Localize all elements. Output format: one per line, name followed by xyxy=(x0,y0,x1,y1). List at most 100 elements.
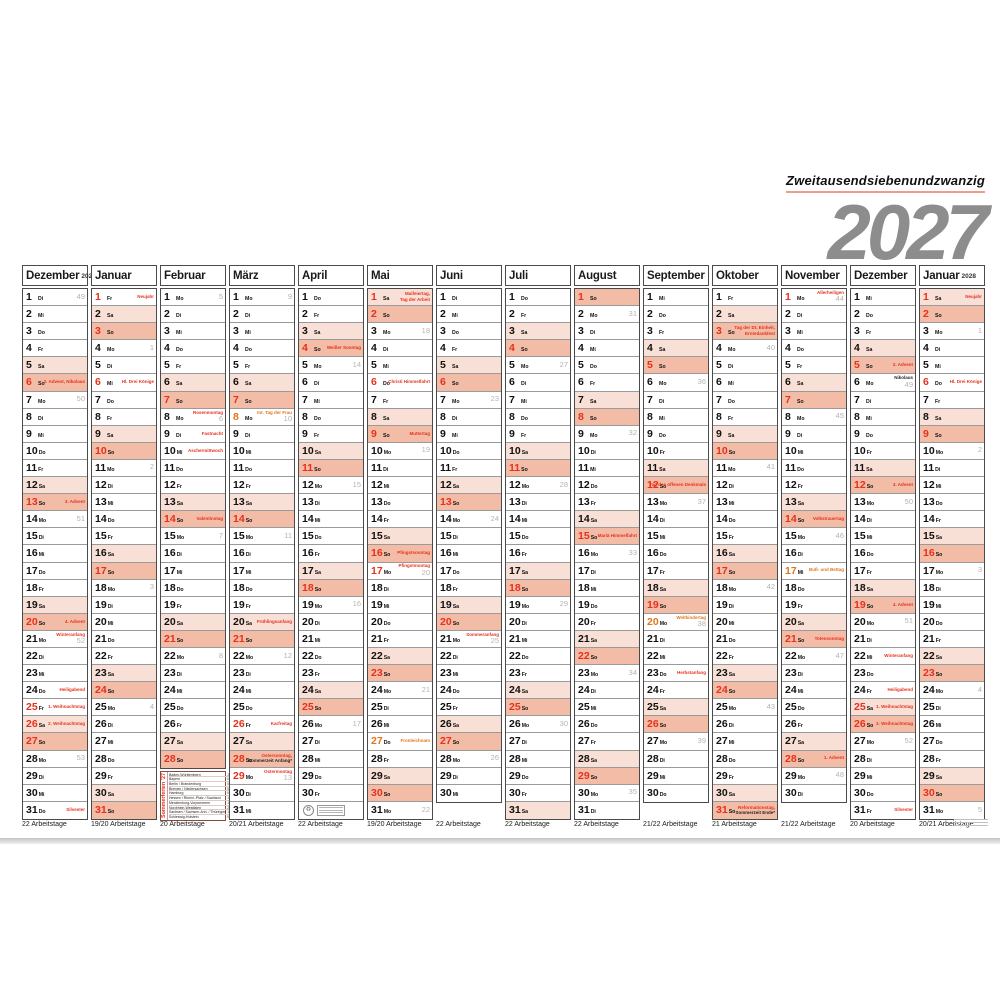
day-cell[interactable]: 4 Fr xyxy=(23,340,87,358)
day-cell[interactable]: 7 So xyxy=(230,391,294,409)
day-cell[interactable]: 11 Fr xyxy=(23,459,87,478)
day-cell[interactable]: 20 Fr xyxy=(575,613,639,631)
day-cell[interactable]: 14 Fr xyxy=(920,511,984,529)
day-cell[interactable]: 17 So xyxy=(713,562,777,580)
day-cell[interactable]: 5 Fr xyxy=(161,357,225,375)
day-cell[interactable]: 20 So 4. Advent xyxy=(23,613,87,631)
day-cell[interactable]: 13 Mi xyxy=(92,494,156,512)
day-cell[interactable]: 14 Di xyxy=(851,511,915,529)
day-cell[interactable]: 10 Mo 2 xyxy=(920,442,984,460)
day-cell[interactable]: 2 Mi xyxy=(23,306,87,324)
day-cell[interactable]: 3 Sa xyxy=(506,323,570,341)
day-cell[interactable]: 30 Di xyxy=(782,784,846,802)
day-cell[interactable]: 24 Fr xyxy=(644,682,708,700)
day-cell[interactable]: 30 Mo 35 xyxy=(575,784,639,802)
day-cell[interactable]: 18 So xyxy=(506,579,570,597)
day-cell[interactable]: 1 Mi xyxy=(851,289,915,307)
day-cell[interactable]: 3 So xyxy=(92,323,156,341)
day-cell[interactable]: 8 Do xyxy=(506,408,570,426)
day-cell[interactable]: 4 Di xyxy=(368,340,432,358)
day-cell[interactable]: 6 Mi Hl. Drei Könige xyxy=(92,374,156,392)
day-cell[interactable]: 27 Mi xyxy=(713,733,777,751)
day-cell[interactable]: 19 Mo 16 xyxy=(299,596,363,614)
day-cell[interactable]: 16 Do xyxy=(851,545,915,563)
day-cell[interactable]: 19 Sa xyxy=(437,596,501,614)
day-cell[interactable]: 2 Di xyxy=(782,306,846,324)
day-cell[interactable]: 18 Mo 42 xyxy=(713,579,777,597)
day-cell[interactable]: 27 Sa xyxy=(782,733,846,751)
day-cell[interactable]: 14 So xyxy=(230,511,294,529)
day-cell[interactable]: 3 Sa xyxy=(299,323,363,341)
day-cell[interactable]: 1 Do xyxy=(506,289,570,307)
day-cell[interactable]: 6 Di xyxy=(506,374,570,392)
day-cell[interactable]: 26 Fr Karfreitag xyxy=(230,716,294,734)
day-cell[interactable]: 8 Di xyxy=(23,408,87,426)
day-cell[interactable]: 8 Di xyxy=(437,408,501,426)
day-cell[interactable]: 11 So xyxy=(299,459,363,478)
day-cell[interactable]: 9 Fr xyxy=(506,425,570,443)
day-cell[interactable]: 28 Mi xyxy=(299,750,363,768)
day-cell[interactable]: 27 Sa xyxy=(161,733,225,751)
day-cell[interactable]: 15 Mo 46 xyxy=(782,528,846,546)
day-cell[interactable]: 6 Do Christi Himmelfahrt xyxy=(368,374,432,392)
day-cell[interactable]: 12 Mo 15 xyxy=(299,477,363,495)
day-cell[interactable]: 11 Fr xyxy=(437,459,501,478)
day-cell[interactable]: 21 So Totensonntag xyxy=(782,630,846,648)
day-cell[interactable]: 31 Sa xyxy=(506,801,570,819)
day-cell[interactable]: 14 Mi xyxy=(299,511,363,529)
day-cell[interactable]: 29 So xyxy=(575,767,639,785)
day-cell[interactable]: 23 So xyxy=(368,665,432,683)
day-cell[interactable]: 21 Do xyxy=(713,630,777,648)
day-cell[interactable]: 19 Di xyxy=(92,596,156,614)
day-cell[interactable]: 6 So xyxy=(437,374,501,392)
day-cell[interactable]: 14 Mo 51 xyxy=(23,511,87,529)
day-cell[interactable]: 10 So xyxy=(713,442,777,460)
day-cell[interactable]: 27 Fr xyxy=(575,733,639,751)
day-cell[interactable]: 16 Do xyxy=(644,545,708,563)
day-cell[interactable]: 21 Sa xyxy=(575,630,639,648)
day-cell[interactable]: 28 Fr xyxy=(920,750,984,768)
day-cell[interactable]: 6 Mo Nikolaus 49 xyxy=(851,374,915,392)
day-cell[interactable]: 13 So 3. Advent xyxy=(23,494,87,512)
day-cell[interactable]: 1 Sa Neujahr xyxy=(920,289,984,307)
day-cell[interactable]: 9 Sa xyxy=(92,425,156,443)
day-cell[interactable]: 17 Sa xyxy=(299,562,363,580)
day-cell[interactable]: 13 So xyxy=(437,494,501,512)
day-cell[interactable]: 26 Sa 2. Weihnachtstag xyxy=(23,716,87,734)
day-cell[interactable]: 6 Mo 36 xyxy=(644,374,708,392)
day-cell[interactable]: 28 Sa xyxy=(575,750,639,768)
day-cell[interactable]: 10 Do xyxy=(23,442,87,460)
day-cell[interactable]: 16 Fr xyxy=(299,545,363,563)
day-cell[interactable]: 24 So xyxy=(92,682,156,700)
day-cell[interactable]: 24 Mo 4 xyxy=(920,682,984,700)
day-cell[interactable]: 14 Mi xyxy=(506,511,570,529)
day-cell[interactable]: 14 Di xyxy=(644,511,708,529)
day-cell[interactable]: 29 Sa xyxy=(368,767,432,785)
day-cell[interactable]: 31 Fr Silvester xyxy=(851,801,915,819)
day-cell[interactable]: 29 Fr xyxy=(713,767,777,785)
day-cell[interactable]: 10 Mo 19 xyxy=(368,442,432,460)
day-cell[interactable]: 26 Di xyxy=(713,716,777,734)
day-cell[interactable]: 1 Di 49 xyxy=(23,289,87,307)
day-cell[interactable]: 12 Do xyxy=(575,477,639,495)
day-cell[interactable]: 1 Mo 9 xyxy=(230,289,294,307)
day-cell[interactable]: 6 Di xyxy=(299,374,363,392)
day-cell[interactable]: 19 Do xyxy=(575,596,639,614)
day-cell[interactable]: 8 Mi xyxy=(851,408,915,426)
day-cell[interactable]: 3 Di xyxy=(575,323,639,341)
day-cell[interactable]: 17 Mo Pfingstmontag 20 xyxy=(368,562,432,580)
day-cell[interactable]: 1 Sa Maifeiertag, Tag der Arbeit xyxy=(368,289,432,307)
day-cell[interactable]: 8 Mo 45 xyxy=(782,408,846,426)
day-cell[interactable]: 31 Mi xyxy=(230,801,294,819)
day-cell[interactable]: 18 Sa xyxy=(851,579,915,597)
day-cell[interactable]: 21 Mi xyxy=(299,630,363,648)
day-cell[interactable]: 8 Do xyxy=(299,408,363,426)
day-cell[interactable]: 18 Fr xyxy=(437,579,501,597)
day-cell[interactable]: 15 Mi xyxy=(644,528,708,546)
day-cell[interactable]: 14 Sa xyxy=(575,511,639,529)
day-cell[interactable]: 26 Fr xyxy=(782,716,846,734)
day-cell[interactable]: 27 Sa xyxy=(230,733,294,751)
day-cell[interactable]: 26 Do xyxy=(575,716,639,734)
day-cell[interactable]: 17 Di xyxy=(575,562,639,580)
day-cell[interactable]: 17 Mi xyxy=(230,562,294,580)
